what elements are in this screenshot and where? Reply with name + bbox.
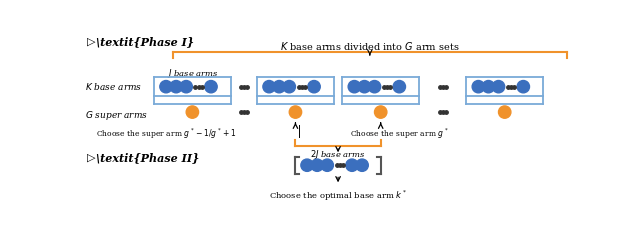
Circle shape [273, 80, 285, 93]
Circle shape [180, 80, 193, 93]
Circle shape [160, 80, 172, 93]
Circle shape [492, 80, 505, 93]
Circle shape [301, 159, 313, 171]
Circle shape [263, 80, 275, 93]
Text: Choose the super arm $g^*$: Choose the super arm $g^*$ [349, 127, 449, 141]
Text: \textit{Phase I}: \textit{Phase I} [95, 36, 193, 47]
Circle shape [283, 80, 296, 93]
Circle shape [308, 80, 320, 93]
Circle shape [374, 106, 387, 118]
Text: $J$ base arms: $J$ base arms [166, 67, 218, 80]
Circle shape [393, 80, 406, 93]
Text: Choose the super arm $g^*-1/g^*+1$: Choose the super arm $g^*-1/g^*+1$ [95, 127, 236, 141]
Text: $K$ base arms: $K$ base arms [84, 81, 142, 92]
Circle shape [348, 80, 360, 93]
Circle shape [499, 106, 511, 118]
Circle shape [517, 80, 529, 93]
Circle shape [170, 80, 182, 93]
Text: $K$ base arms divided into $G$ arm sets: $K$ base arms divided into $G$ arm sets [280, 40, 460, 52]
Circle shape [289, 106, 301, 118]
Circle shape [356, 159, 368, 171]
Circle shape [186, 106, 198, 118]
Text: $\triangleright$: $\triangleright$ [86, 151, 97, 164]
Circle shape [368, 80, 381, 93]
Text: $\triangleright$: $\triangleright$ [86, 35, 97, 48]
Circle shape [472, 80, 484, 93]
Circle shape [482, 80, 495, 93]
Circle shape [311, 159, 323, 171]
Text: $2J$ base arms: $2J$ base arms [310, 148, 366, 161]
Text: \textit{Phase II}: \textit{Phase II} [95, 152, 199, 163]
Circle shape [346, 159, 358, 171]
Circle shape [321, 159, 333, 171]
Text: $G$ super arms: $G$ super arms [84, 109, 148, 122]
Text: Choose the optimal base arm $k^*$: Choose the optimal base arm $k^*$ [269, 188, 407, 203]
Circle shape [205, 80, 217, 93]
Circle shape [358, 80, 371, 93]
